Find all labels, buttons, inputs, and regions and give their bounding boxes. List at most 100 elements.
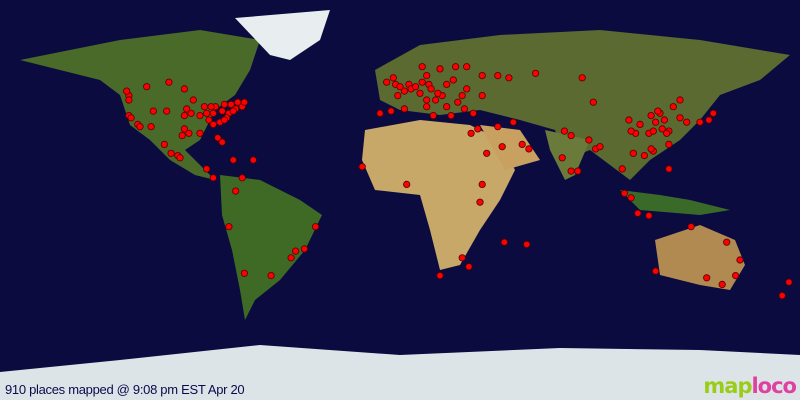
landmass-indonesia <box>620 190 730 215</box>
visitor-marker <box>585 136 593 144</box>
visitor-marker <box>463 63 471 71</box>
landmass-antarctica <box>0 345 800 400</box>
visitor-marker <box>411 83 420 91</box>
visitor-marker <box>645 212 653 220</box>
visitor-marker <box>665 165 673 173</box>
visitor-marker <box>718 280 726 288</box>
visitor-marker <box>234 98 242 106</box>
visitor-marker <box>209 174 217 182</box>
visitor-marker <box>416 89 424 97</box>
visitor-marker <box>300 245 308 253</box>
visitor-marker <box>143 83 151 91</box>
visitor-marker <box>676 114 684 122</box>
visitor-marker <box>620 189 629 197</box>
visitor-marker <box>567 132 575 140</box>
visitor-marker <box>423 72 431 80</box>
visitor-marker <box>203 165 211 173</box>
visitor-marker <box>478 72 486 80</box>
visitor-marker <box>578 74 586 82</box>
visitor-marker <box>647 145 655 153</box>
visitor-marker <box>465 263 473 271</box>
visitor-marker <box>498 143 506 151</box>
visitor-marker <box>618 165 626 173</box>
visitor-marker <box>683 118 691 126</box>
landmass-greenland <box>235 10 330 60</box>
visitor-marker <box>403 180 411 188</box>
continents <box>0 10 800 400</box>
visitor-marker <box>431 96 440 104</box>
visitor-marker <box>209 109 217 117</box>
visitor-marker <box>596 143 604 151</box>
visitor-marker <box>387 107 395 115</box>
visitor-marker <box>136 123 144 131</box>
visitor-marker <box>531 69 540 77</box>
visitor-marker <box>229 156 237 164</box>
visitor-marker <box>394 92 402 100</box>
visitor-marker <box>147 123 155 131</box>
visitor-marker <box>180 125 188 133</box>
visitor-marker <box>658 125 666 133</box>
visitor-marker <box>267 271 275 280</box>
visitor-marker <box>589 98 597 106</box>
visitor-marker <box>189 96 197 104</box>
visitor-marker <box>160 140 168 148</box>
visitor-marker <box>731 271 740 280</box>
visitor-marker <box>447 112 455 120</box>
visitor-marker <box>525 145 533 153</box>
visitor-marker <box>785 278 793 286</box>
visitor-marker <box>389 74 397 82</box>
visitor-marker <box>474 125 482 133</box>
visitor-marker <box>180 85 188 93</box>
visitor-marker <box>196 112 204 120</box>
visitor-marker <box>287 254 295 262</box>
visitor-marker <box>218 138 226 146</box>
visitor-marker <box>665 140 673 148</box>
visitor-marker <box>396 83 404 91</box>
visitor-marker <box>240 98 248 106</box>
visitor-marker <box>627 194 635 202</box>
visitor-marker <box>523 240 531 248</box>
visitor-marker <box>232 187 240 195</box>
landmass-north-america <box>20 30 260 180</box>
visitor-marker <box>663 129 671 137</box>
visitor-marker <box>443 80 451 89</box>
visitor-marker <box>125 96 133 104</box>
visitor-marker <box>225 223 233 231</box>
visitor-marker <box>709 109 717 117</box>
visitor-marker <box>423 96 431 104</box>
visitor-marker <box>451 63 460 71</box>
visitor-marker <box>163 107 171 115</box>
visitor-marker <box>467 129 475 137</box>
visitor-marker <box>203 109 211 117</box>
visitor-marker <box>696 118 704 126</box>
visitor-marker <box>649 127 657 135</box>
visitor-marker <box>434 89 442 97</box>
visitor-marker <box>660 116 669 124</box>
visitor-marker <box>291 247 300 255</box>
visitor-marker <box>429 112 437 120</box>
visitor-marker <box>494 123 502 131</box>
visitor-marker <box>778 291 786 300</box>
visitor-marker <box>647 112 655 120</box>
visitor-marker <box>238 174 246 182</box>
maploco-logo[interactable]: maploco <box>703 374 797 398</box>
visitor-marker <box>436 65 444 73</box>
visitor-marker <box>187 109 195 117</box>
visitor-marker <box>383 78 391 86</box>
visitor-marker <box>705 116 713 124</box>
visitor-marker <box>149 107 157 115</box>
visitor-marker <box>627 127 635 135</box>
visitor-marker <box>469 109 477 117</box>
visitor-marker <box>634 209 642 217</box>
visitor-marker <box>625 116 633 124</box>
visitor-marker <box>478 92 486 100</box>
visitor-marker <box>418 78 426 86</box>
visitor-marker <box>567 167 575 175</box>
logo-loco: loco <box>751 374 797 398</box>
visitor-marker <box>518 140 526 148</box>
visitor-marker <box>249 156 257 164</box>
landmass-india <box>545 130 590 180</box>
visitor-marker <box>123 87 131 95</box>
visitor-marker <box>483 149 491 157</box>
visitor-marker <box>723 238 731 246</box>
